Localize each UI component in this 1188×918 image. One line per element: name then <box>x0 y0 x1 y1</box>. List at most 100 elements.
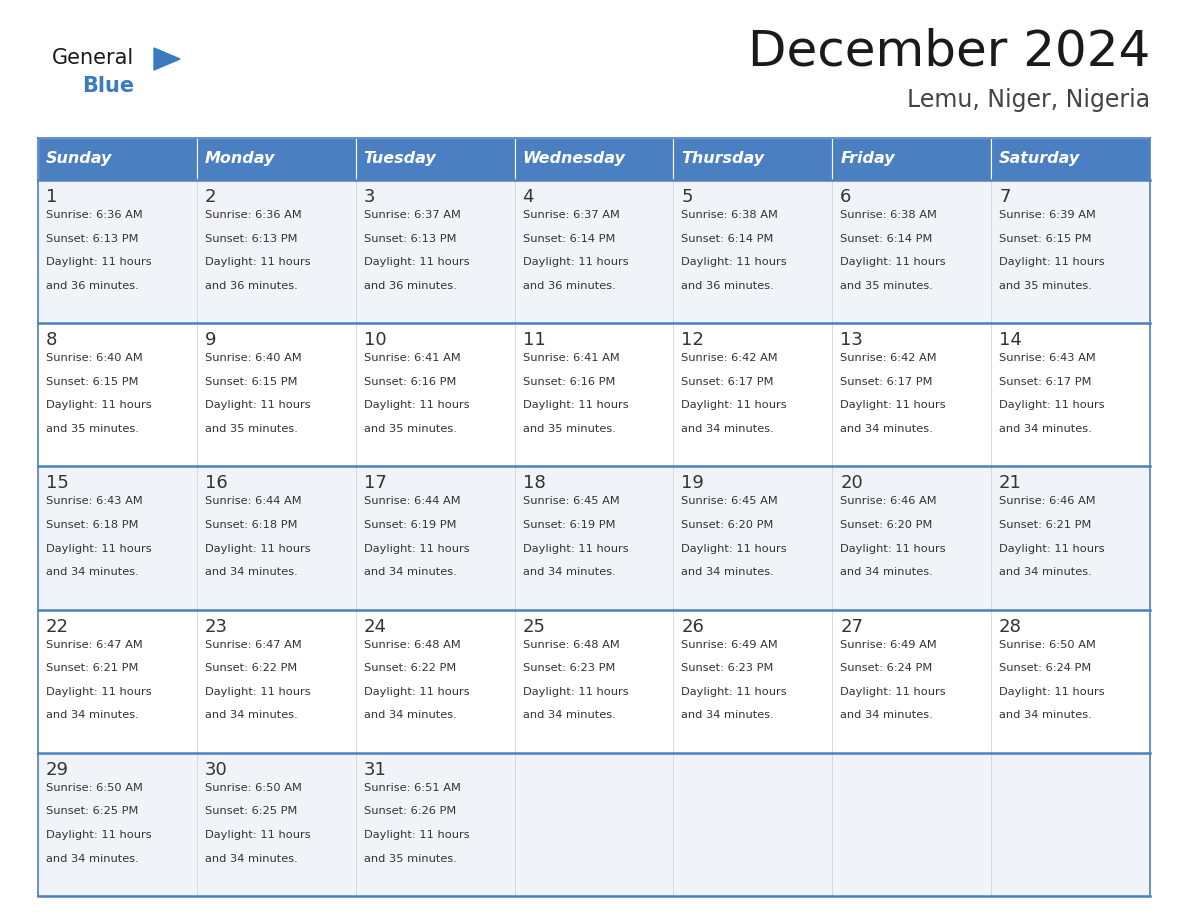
Text: Sunset: 6:14 PM: Sunset: 6:14 PM <box>682 233 773 243</box>
Bar <box>674 466 833 610</box>
Text: 11: 11 <box>523 331 545 349</box>
Text: and 36 minutes.: and 36 minutes. <box>364 281 456 291</box>
Text: Daylight: 11 hours: Daylight: 11 hours <box>999 400 1105 410</box>
Text: Sunrise: 6:37 AM: Sunrise: 6:37 AM <box>364 210 461 220</box>
Polygon shape <box>154 48 181 70</box>
Text: 12: 12 <box>682 331 704 349</box>
Text: 6: 6 <box>840 188 852 206</box>
Text: Daylight: 11 hours: Daylight: 11 hours <box>204 400 310 410</box>
Text: 27: 27 <box>840 618 864 635</box>
Text: Daylight: 11 hours: Daylight: 11 hours <box>204 830 310 840</box>
Text: and 34 minutes.: and 34 minutes. <box>682 567 775 577</box>
Bar <box>991 753 1150 896</box>
Text: and 34 minutes.: and 34 minutes. <box>840 567 933 577</box>
Text: Sunset: 6:16 PM: Sunset: 6:16 PM <box>364 376 456 386</box>
Text: Sunrise: 6:38 AM: Sunrise: 6:38 AM <box>840 210 937 220</box>
Text: and 34 minutes.: and 34 minutes. <box>364 711 456 721</box>
Bar <box>38 753 197 896</box>
Text: and 35 minutes.: and 35 minutes. <box>204 424 298 434</box>
Text: Sunrise: 6:46 AM: Sunrise: 6:46 AM <box>999 497 1095 507</box>
Text: Daylight: 11 hours: Daylight: 11 hours <box>364 687 469 697</box>
Bar <box>833 753 991 896</box>
Text: Daylight: 11 hours: Daylight: 11 hours <box>682 543 786 554</box>
Text: 24: 24 <box>364 618 386 635</box>
Text: Sunset: 6:15 PM: Sunset: 6:15 PM <box>46 376 139 386</box>
Bar <box>197 466 355 610</box>
Text: December 2024: December 2024 <box>747 28 1150 76</box>
Bar <box>833 466 991 610</box>
Text: Sunrise: 6:43 AM: Sunrise: 6:43 AM <box>999 353 1095 364</box>
Text: 16: 16 <box>204 475 228 492</box>
Bar <box>833 138 991 180</box>
Text: Sunrise: 6:46 AM: Sunrise: 6:46 AM <box>840 497 937 507</box>
Text: Sunrise: 6:51 AM: Sunrise: 6:51 AM <box>364 783 461 793</box>
Bar <box>514 466 674 610</box>
Text: Sunset: 6:20 PM: Sunset: 6:20 PM <box>682 520 773 530</box>
Text: and 36 minutes.: and 36 minutes. <box>46 281 139 291</box>
Text: Friday: Friday <box>840 151 895 166</box>
Text: Sunset: 6:25 PM: Sunset: 6:25 PM <box>204 806 297 816</box>
Text: 19: 19 <box>682 475 704 492</box>
Text: Sunset: 6:22 PM: Sunset: 6:22 PM <box>204 663 297 673</box>
Text: Daylight: 11 hours: Daylight: 11 hours <box>46 400 152 410</box>
Text: Sunset: 6:21 PM: Sunset: 6:21 PM <box>999 520 1092 530</box>
Text: 31: 31 <box>364 761 386 778</box>
Text: Sunrise: 6:47 AM: Sunrise: 6:47 AM <box>204 640 302 650</box>
Text: Sunrise: 6:39 AM: Sunrise: 6:39 AM <box>999 210 1097 220</box>
Bar <box>991 323 1150 466</box>
Text: and 34 minutes.: and 34 minutes. <box>840 711 933 721</box>
Text: Sunset: 6:22 PM: Sunset: 6:22 PM <box>364 663 456 673</box>
Text: 4: 4 <box>523 188 535 206</box>
Text: Sunset: 6:24 PM: Sunset: 6:24 PM <box>999 663 1092 673</box>
Text: Daylight: 11 hours: Daylight: 11 hours <box>840 400 946 410</box>
Text: and 34 minutes.: and 34 minutes. <box>46 711 139 721</box>
Bar <box>355 610 514 753</box>
Text: Sunset: 6:18 PM: Sunset: 6:18 PM <box>204 520 297 530</box>
Text: Sunrise: 6:45 AM: Sunrise: 6:45 AM <box>682 497 778 507</box>
Text: and 35 minutes.: and 35 minutes. <box>840 281 933 291</box>
Bar <box>674 610 833 753</box>
Bar <box>197 323 355 466</box>
Text: Sunset: 6:13 PM: Sunset: 6:13 PM <box>46 233 139 243</box>
Text: 29: 29 <box>46 761 69 778</box>
Bar <box>991 138 1150 180</box>
Text: 17: 17 <box>364 475 386 492</box>
Text: Daylight: 11 hours: Daylight: 11 hours <box>523 400 628 410</box>
Text: and 34 minutes.: and 34 minutes. <box>682 424 775 434</box>
Text: Sunrise: 6:50 AM: Sunrise: 6:50 AM <box>204 783 302 793</box>
Text: and 36 minutes.: and 36 minutes. <box>204 281 297 291</box>
Text: Sunset: 6:23 PM: Sunset: 6:23 PM <box>523 663 615 673</box>
Bar <box>991 180 1150 323</box>
Text: Sunrise: 6:43 AM: Sunrise: 6:43 AM <box>46 497 143 507</box>
Text: 23: 23 <box>204 618 228 635</box>
Bar <box>38 138 197 180</box>
Text: and 34 minutes.: and 34 minutes. <box>364 567 456 577</box>
Text: 10: 10 <box>364 331 386 349</box>
Text: Sunrise: 6:44 AM: Sunrise: 6:44 AM <box>364 497 460 507</box>
Text: 7: 7 <box>999 188 1011 206</box>
Text: 22: 22 <box>46 618 69 635</box>
Text: 3: 3 <box>364 188 375 206</box>
Text: Sunrise: 6:50 AM: Sunrise: 6:50 AM <box>46 783 143 793</box>
Text: Daylight: 11 hours: Daylight: 11 hours <box>999 257 1105 267</box>
Text: 28: 28 <box>999 618 1022 635</box>
Text: Sunset: 6:17 PM: Sunset: 6:17 PM <box>999 376 1092 386</box>
Text: 8: 8 <box>46 331 57 349</box>
Text: Daylight: 11 hours: Daylight: 11 hours <box>46 687 152 697</box>
Bar <box>197 180 355 323</box>
Text: 14: 14 <box>999 331 1022 349</box>
Text: Wednesday: Wednesday <box>523 151 625 166</box>
Text: Sunrise: 6:49 AM: Sunrise: 6:49 AM <box>840 640 937 650</box>
Text: Sunrise: 6:40 AM: Sunrise: 6:40 AM <box>46 353 143 364</box>
Text: Daylight: 11 hours: Daylight: 11 hours <box>999 687 1105 697</box>
Text: Saturday: Saturday <box>999 151 1080 166</box>
Bar <box>674 180 833 323</box>
Text: 9: 9 <box>204 331 216 349</box>
Bar <box>38 466 197 610</box>
Text: and 36 minutes.: and 36 minutes. <box>682 281 775 291</box>
Bar <box>355 180 514 323</box>
Text: and 34 minutes.: and 34 minutes. <box>999 424 1092 434</box>
Text: Daylight: 11 hours: Daylight: 11 hours <box>523 257 628 267</box>
Bar <box>38 610 197 753</box>
Text: and 34 minutes.: and 34 minutes. <box>204 711 297 721</box>
